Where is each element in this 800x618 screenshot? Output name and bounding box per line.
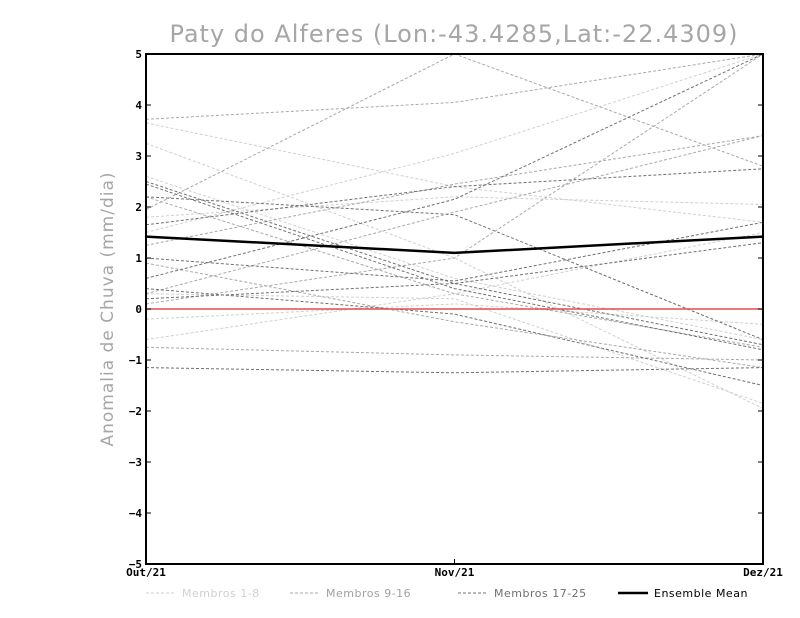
member-line-group-3-1 (146, 181, 763, 346)
y-tick-label: 4 (135, 99, 142, 112)
y-tick-label: 0 (135, 303, 142, 316)
member-line-group-3-6 (146, 288, 763, 386)
member-line-group-1-2 (146, 142, 763, 409)
chart-title: Paty do Alferes (Lon:-43.4285,Lat:-22.43… (169, 20, 738, 48)
member-line-group-3-9 (146, 242, 763, 300)
member-line-group-3-7 (146, 367, 763, 374)
member-line-group-2-3 (146, 135, 763, 246)
member-line-group-3-2 (146, 183, 763, 351)
legend-label-1: Membros 1-8 (182, 587, 260, 600)
member-line-group-2-6 (146, 54, 763, 305)
member-line-group-1-4 (146, 54, 763, 233)
member-line-group-2-7 (146, 54, 763, 210)
y-tick-label: −2 (129, 405, 142, 418)
member-line-group-3-8 (146, 54, 763, 279)
y-tick-label: −3 (129, 456, 142, 469)
y-tick-label: 5 (135, 48, 142, 61)
y-tick-label: 2 (135, 201, 142, 214)
y-axis-label: Anomalia de Chuva (mm/dia) (98, 171, 118, 446)
member-line-group-1-7 (146, 232, 763, 341)
x-tick-label: Nov/21 (435, 566, 475, 579)
member-line-group-2-5 (146, 346, 763, 361)
member-line-group-2-1 (146, 54, 763, 120)
series-layer (146, 54, 763, 409)
plot-area (146, 54, 763, 409)
y-tick-label: 1 (135, 252, 142, 265)
member-line-group-2-8 (146, 135, 763, 295)
x-tick-label: Out/21 (126, 566, 166, 579)
y-tick-label: −4 (129, 507, 143, 520)
legend-label-3: Membros 17-25 (494, 587, 587, 600)
ensemble-mean-line (146, 235, 763, 255)
y-tick-label: −1 (129, 354, 143, 367)
member-line-group-1-6 (146, 303, 763, 325)
legend-label-2: Membros 9-16 (326, 587, 411, 600)
member-line-group-2-2 (146, 196, 763, 348)
legend: Membros 1-8 Membros 9-16 Membros 17-25 Ense… (146, 587, 748, 600)
member-line-group-2-4 (146, 262, 763, 369)
y-tick-label: 3 (135, 150, 142, 163)
member-line-group-3-3 (146, 196, 763, 341)
x-tick-label: Dez/21 (743, 566, 783, 579)
legend-label-4: Ensemble Mean (654, 587, 748, 600)
member-line-group-3-4 (146, 168, 763, 226)
member-line-group-1-5 (146, 293, 763, 404)
y-tick-label: −5 (129, 558, 142, 571)
